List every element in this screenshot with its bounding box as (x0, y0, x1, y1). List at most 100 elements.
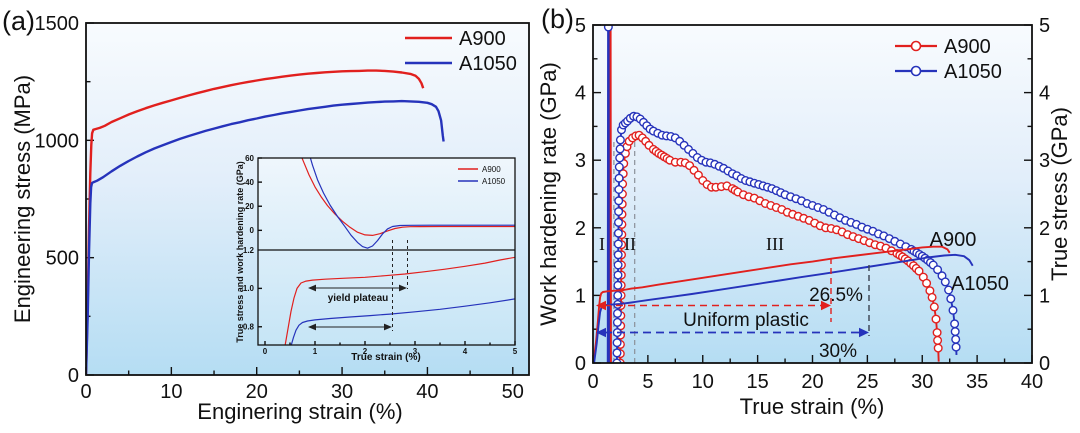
data-marker (929, 302, 939, 312)
data-marker (927, 292, 937, 302)
y-tick-label: 3 (575, 150, 586, 172)
x-tick-label: 20 (801, 371, 823, 393)
inset-arrowhead-left-2 (308, 323, 316, 331)
panel-label-a: (a) (2, 6, 35, 36)
x-tick-label: 40 (416, 381, 438, 403)
inset-arrowhead-right-1 (399, 284, 407, 292)
data-marker (612, 358, 622, 363)
panel-b: 26.5% Uniform plastic 30% I II III A900 … (540, 4, 1072, 419)
series-line (593, 245, 951, 363)
y-tick-label: 0.8 (243, 323, 255, 332)
x-tick-label: 0 (587, 371, 598, 393)
region-label-2: II (624, 234, 636, 254)
x-tick-label: 50 (502, 381, 524, 403)
inset-xaxis-title: True strain (%) (351, 352, 420, 363)
x-tick-label: 4 (463, 347, 468, 356)
yaxis-title-b-right: True stress (GPa) (1047, 107, 1072, 281)
x-tick-label: 10 (692, 371, 714, 393)
x-tick-label: 2 (363, 347, 368, 356)
legend-a: A900 A1050 (405, 28, 517, 75)
data-marker (931, 314, 941, 324)
data-marker (614, 184, 624, 194)
data-marker (613, 270, 623, 280)
y-tick-label: 2 (1039, 218, 1050, 240)
data-marker (933, 343, 943, 353)
series-line (290, 298, 515, 345)
inset-frame (257, 157, 516, 346)
x-tick-label: 40 (1021, 371, 1043, 393)
x-tick-label: 5 (513, 347, 518, 356)
inset-curves-bottom (284, 256, 515, 345)
y-tick-label: 4 (575, 83, 586, 105)
y-tick-label: 1 (1039, 285, 1050, 307)
data-marker (944, 285, 954, 295)
data-marker (612, 348, 622, 358)
curves-a (86, 69, 445, 375)
elong-a1050-label: 30% (819, 341, 857, 362)
data-marker (614, 207, 624, 217)
xaxis-title-b: True strain (%) (740, 394, 885, 419)
x-tick-label: 15 (747, 371, 769, 393)
x-tick-label: 30 (331, 381, 353, 403)
y-tick-label: 1.0 (243, 284, 255, 293)
y-tick-label: 60 (245, 154, 254, 163)
plot-frame-a (85, 22, 530, 376)
x-tick-label: 0 (80, 381, 91, 403)
panel-label-b: (b) (541, 4, 574, 34)
legend-a900-label: A900 (459, 28, 506, 50)
data-marker (933, 265, 943, 275)
data-marker (614, 162, 624, 172)
y-tick-label: 1000 (35, 130, 80, 152)
x-tick-label: 0 (263, 347, 268, 356)
plot-frame-b (592, 24, 1033, 364)
region-label-3: III (766, 234, 784, 254)
inset-curves-top (301, 158, 515, 249)
series-line (86, 69, 425, 375)
data-marker (615, 153, 625, 163)
data-marker (940, 277, 950, 287)
data-marker (613, 239, 623, 249)
y-tick-label: 0 (250, 226, 255, 235)
y-tick-label: 2 (575, 218, 586, 240)
legend-b-a900-label: A900 (944, 36, 991, 58)
x-tick-label: 30 (911, 371, 933, 393)
data-marker (948, 305, 958, 315)
y-tick-label: 5 (1039, 15, 1050, 37)
data-marker (950, 327, 960, 337)
y-tick-label: 1.2 (243, 246, 255, 255)
data-marker (614, 173, 624, 183)
series-line (608, 25, 612, 363)
legend-b-a1050-marker (910, 65, 922, 77)
legend-b-a1050-label: A1050 (944, 61, 1002, 83)
region-label-1: I (599, 234, 605, 254)
data-marker (612, 338, 622, 348)
x-tick-label: 25 (856, 371, 878, 393)
data-marker (615, 135, 625, 145)
data-marker (922, 278, 932, 288)
y-tick-label: 40 (245, 178, 254, 187)
yield-plateau-label: yield plateau (328, 293, 389, 304)
data-marker (933, 335, 943, 345)
elong-a1050-arrow-right (859, 327, 869, 338)
series-line (606, 25, 610, 363)
elong-a900-label: 26.5% (809, 285, 863, 306)
y-tick-label: 5 (575, 15, 586, 37)
legend-a1050-label: A1050 (459, 53, 517, 75)
data-marker (932, 328, 942, 338)
data-marker (613, 250, 623, 260)
inset-tick-labels: 0 1 2 3 4 5 60 40 20 0 1.2 1.0 0.8 (243, 154, 518, 356)
x-tick-label: 3 (413, 347, 418, 356)
legend-b-a900-marker (910, 40, 922, 52)
elong-a900-arrow-left (596, 300, 606, 311)
y-tick-label: 1500 (35, 13, 80, 35)
data-marker (914, 266, 924, 276)
x-tick-label: 20 (246, 381, 268, 403)
inset-annotations: yield plateau (308, 240, 408, 331)
data-marker (613, 217, 623, 227)
data-marker (950, 319, 960, 329)
legend-inset: A900 A1050 (458, 165, 506, 186)
series-line (86, 99, 445, 375)
inset-yaxis-title: True stress and work hardening rate (GPa… (235, 161, 245, 343)
y-tick-label: 3 (1039, 150, 1050, 172)
